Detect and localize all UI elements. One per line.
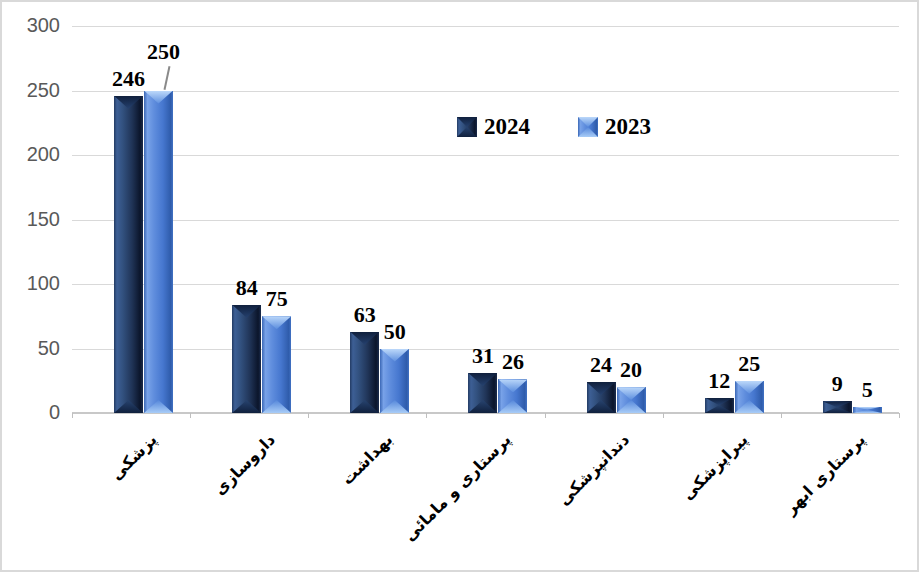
bar-2023 (144, 91, 173, 414)
bar-2023 (617, 387, 646, 413)
bar-bevel (705, 405, 734, 413)
gridline (72, 284, 899, 285)
legend-marker-bevel (457, 117, 477, 127)
bar-bevel (144, 400, 173, 413)
gridline (72, 220, 899, 221)
legend-label: 2023 (605, 114, 651, 140)
y-axis-tick-label: 100 (8, 272, 60, 295)
axis-tick (545, 413, 546, 418)
y-axis-tick-label: 200 (8, 143, 60, 166)
bar-bevel (617, 387, 646, 400)
y-axis-tick-label: 50 (8, 337, 60, 360)
gridline (72, 155, 899, 156)
gridline (72, 26, 899, 27)
legend-marker-bevel (578, 117, 598, 127)
bar-2024 (823, 401, 852, 413)
data-label-2023: 50 (363, 320, 427, 344)
bar-bevel (587, 400, 616, 413)
bar-bevel (144, 91, 173, 104)
gridline (72, 91, 899, 92)
axis-tick (190, 413, 191, 418)
bar-2024 (350, 332, 379, 413)
label-leader-line (163, 66, 170, 90)
bar-bevel (380, 400, 409, 413)
bar-bevel (735, 400, 764, 413)
bar-bevel (853, 407, 882, 410)
legend-item-2024: 2024 (457, 114, 530, 140)
data-label-2023: 26 (481, 350, 545, 374)
y-axis-tick-label: 300 (8, 14, 60, 37)
data-label-2023: 5 (835, 378, 899, 402)
legend-item-2023: 2023 (578, 114, 651, 140)
bar-bevel (262, 316, 291, 329)
legend-marker-icon (457, 117, 477, 137)
x-axis-category-label: پرستاری ابهر (781, 430, 869, 518)
bar-bevel (468, 400, 497, 413)
bar-bevel (498, 379, 527, 392)
bar-bevel (587, 382, 616, 395)
data-label-2023: 20 (599, 358, 663, 382)
bar-2024 (468, 373, 497, 413)
y-axis-tick-label: 250 (8, 79, 60, 102)
bar-bevel (823, 401, 852, 407)
bar-2024 (705, 398, 734, 413)
bar-bevel (498, 400, 527, 413)
bar-bevel (380, 349, 409, 362)
bar-2023 (735, 381, 764, 413)
axis-tick (781, 413, 782, 418)
legend: 2024 2023 (457, 114, 651, 140)
axis-tick (72, 413, 73, 418)
bar-bevel (262, 400, 291, 413)
bar-chart-canvas: 050100150200250300246250پزشکی8475داروساز… (0, 0, 919, 572)
x-axis-category-label: دندانپزشکی (554, 430, 633, 509)
x-axis-category-label: بهداشت (338, 430, 397, 489)
bar-2023 (380, 349, 409, 414)
bar-2024 (587, 382, 616, 413)
bar-2023 (853, 407, 882, 413)
bar-bevel (853, 410, 882, 413)
axis-tick (426, 413, 427, 418)
bar-bevel (705, 398, 734, 406)
x-axis-category-label: پرستاری و مامائی (400, 430, 515, 545)
axis-tick (899, 413, 900, 418)
bar-2024 (232, 305, 261, 413)
data-label-2023: 75 (245, 287, 309, 311)
legend-marker-bevel (578, 127, 598, 137)
bar-bevel (114, 400, 143, 413)
x-axis-category-label: داروسازی (210, 430, 279, 499)
x-axis-category-label: پزشکی (107, 430, 161, 484)
legend-label: 2024 (484, 114, 530, 140)
bar-bevel (735, 381, 764, 394)
bar-bevel (350, 400, 379, 413)
bar-2024 (114, 96, 143, 413)
data-label-2024: 246 (97, 67, 161, 91)
legend-marker-icon (578, 117, 598, 137)
bar-bevel (114, 96, 143, 109)
bar-2023 (262, 316, 291, 413)
data-label-2023: 250 (132, 40, 196, 64)
x-axis-category-label: پیراپزشکی (678, 430, 752, 504)
bar-bevel (468, 373, 497, 386)
bar-bevel (232, 400, 261, 413)
bar-bevel (823, 407, 852, 413)
y-axis-tick-label: 0 (8, 401, 60, 424)
y-axis-tick-label: 150 (8, 208, 60, 231)
axis-tick (308, 413, 309, 418)
bar-bevel (617, 400, 646, 413)
axis-tick (663, 413, 664, 418)
data-label-2023: 25 (717, 352, 781, 376)
legend-marker-bevel (457, 127, 477, 137)
bar-2023 (498, 379, 527, 413)
